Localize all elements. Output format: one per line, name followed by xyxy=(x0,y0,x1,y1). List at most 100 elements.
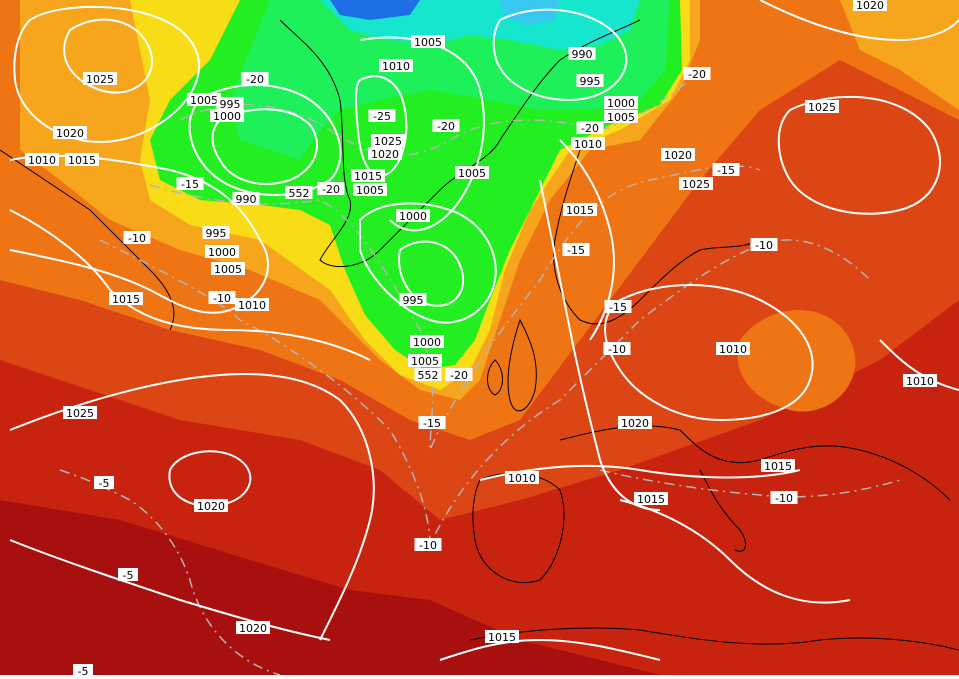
isobar-label-text: 990 xyxy=(572,48,593,61)
isobar-1000-center xyxy=(359,202,497,324)
height-label: 552 xyxy=(285,186,313,200)
isobar-label: 990 xyxy=(232,192,260,206)
isobar-label-box xyxy=(65,153,99,166)
isobar-1015-mediterranean xyxy=(619,499,851,604)
isobar-label-text: 1000 xyxy=(213,110,241,123)
isobar-label-box xyxy=(216,97,244,110)
isobar-label: 1000 xyxy=(396,209,430,223)
isobar-label: 1005 xyxy=(211,262,245,276)
isobar-label-text: 1010 xyxy=(574,138,602,151)
isobar-label-box xyxy=(353,183,387,196)
isobar-label-box xyxy=(568,47,596,60)
isobar-label: 1010 xyxy=(903,374,937,388)
blue-core xyxy=(330,0,420,20)
isotherm-label: -10 xyxy=(208,291,236,305)
isobar-label-text: 1005 xyxy=(190,94,218,107)
isobar-label-text: 1015 xyxy=(68,154,96,167)
isobar-label-text: 995 xyxy=(206,227,227,240)
isobar-label-text: 990 xyxy=(236,193,257,206)
isobar-1010-west xyxy=(9,154,270,314)
isobar-label-box xyxy=(109,292,143,305)
isobar-label: 1005 xyxy=(353,183,387,197)
isobar-label: 1010 xyxy=(25,153,59,167)
isotherm-label: -15 xyxy=(712,163,740,177)
isobar-label-box xyxy=(187,93,221,106)
isobar-label: 1010 xyxy=(235,298,269,312)
isotherm-label: -25 xyxy=(368,109,396,123)
isobar-label-text: 1025 xyxy=(66,407,94,420)
isotherm-label-box xyxy=(604,300,632,313)
isobar-label-text: 1020 xyxy=(856,0,884,12)
isotherm-label: -20 xyxy=(317,182,345,196)
isotherm-label-box xyxy=(576,121,604,134)
isobar-label: 1025 xyxy=(371,134,405,148)
isobar-label: 1020 xyxy=(661,148,695,162)
isobar-label-text: 995 xyxy=(580,75,601,88)
isobar-label: 990 xyxy=(568,47,596,61)
isobar-label-box xyxy=(368,147,402,160)
british-isles xyxy=(487,318,537,412)
isobar-label: 1010 xyxy=(379,59,413,73)
isobar-label-text: 1010 xyxy=(906,375,934,388)
isobar-label: 1020 xyxy=(853,0,887,12)
isobar-label-text: 1005 xyxy=(458,167,486,180)
italy-coast xyxy=(699,469,746,552)
isobar-label-box xyxy=(236,621,270,634)
orange-blob xyxy=(737,310,856,412)
isobar-label-text: 1000 xyxy=(413,336,441,349)
isotherm-label-box xyxy=(770,491,798,504)
isotherm-label: -5 xyxy=(73,664,93,678)
isobar-label: 1020 xyxy=(236,621,270,635)
isobar-label: 1000 xyxy=(210,109,244,123)
isobar-label-box xyxy=(211,262,245,275)
isobar-label-box xyxy=(485,630,519,643)
isobar-990-north xyxy=(492,8,628,102)
isotherm-label: -10 xyxy=(414,538,442,552)
isotherm-label: -10 xyxy=(123,231,151,245)
isobar-1015-west xyxy=(9,209,371,361)
isobar-label-box xyxy=(399,293,427,306)
isotherm-label: -20 xyxy=(576,121,604,135)
isobar-1025-europe xyxy=(777,95,941,215)
isotherm-label-text: -20 xyxy=(450,369,468,382)
isobar-label: 1015 xyxy=(109,292,143,306)
isotherm-label-box xyxy=(562,243,590,256)
isobar-label: 995 xyxy=(216,97,244,111)
isotherm-label: -20 xyxy=(432,119,460,133)
isobar-label-box xyxy=(235,298,269,311)
isobar-label: 1015 xyxy=(563,203,597,217)
isobar-1020-south xyxy=(9,539,331,641)
isobar-label: 1005 xyxy=(604,110,638,124)
isotherm-label-box xyxy=(414,538,442,551)
isotherm-label-text: -15 xyxy=(567,244,585,257)
isobar-label: 1025 xyxy=(805,100,839,114)
isotherm-label-box xyxy=(73,664,93,677)
isobar-label-text: 1015 xyxy=(637,493,665,506)
isobar-label-text: 1015 xyxy=(566,204,594,217)
isotherm-label: -20 xyxy=(445,368,473,382)
isobar-label: 1025 xyxy=(63,406,97,420)
isotherm-label-box xyxy=(123,231,151,244)
isobar-label-box xyxy=(25,153,59,166)
isotherm-label-text: -15 xyxy=(717,164,735,177)
isobar-label: 1015 xyxy=(65,153,99,167)
isobar-label-box xyxy=(408,354,442,367)
isotherm-label-text: -10 xyxy=(213,292,231,305)
isotherm-label-text: -15 xyxy=(609,301,627,314)
isobar-label: 1010 xyxy=(505,471,539,485)
isobar-label-text: 1010 xyxy=(238,299,266,312)
isobar-label: 1005 xyxy=(408,354,442,368)
isobar-label: 1025 xyxy=(83,72,117,86)
isobar-label-text: 1025 xyxy=(374,135,402,148)
isobar-label-text: 1025 xyxy=(682,178,710,191)
isotherm-label-box xyxy=(445,368,473,381)
isobar-1020-europe xyxy=(604,284,814,422)
isotherm-label-box xyxy=(368,109,396,122)
height-label-text: 552 xyxy=(418,369,439,382)
isobar-label: 1020 xyxy=(194,499,228,513)
isobar-label: 1025 xyxy=(679,177,713,191)
isobar-label-box xyxy=(604,96,638,109)
isobar-label: 1010 xyxy=(571,137,605,151)
